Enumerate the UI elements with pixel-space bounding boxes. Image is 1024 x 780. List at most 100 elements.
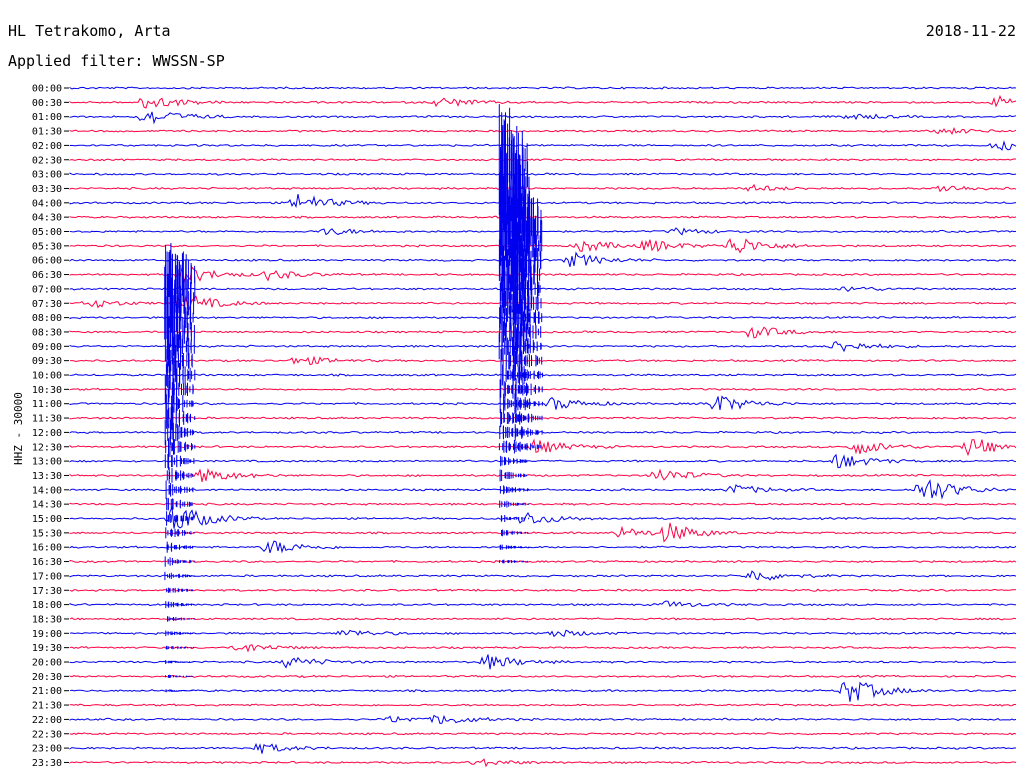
time-tick-label: 17:00 — [32, 571, 62, 582]
trace-line — [69, 140, 1017, 151]
trace-line — [69, 681, 1017, 702]
trace-line — [69, 326, 1017, 339]
time-tick-label: 08:00 — [32, 313, 62, 324]
time-tick-label: 18:00 — [32, 600, 62, 611]
time-tick-label: 05:30 — [32, 241, 62, 252]
time-tick-label: 12:30 — [32, 442, 62, 453]
time-tick-label: 10:00 — [32, 371, 62, 382]
time-tick-label: 17:30 — [32, 586, 62, 597]
trace-line — [69, 86, 1017, 90]
time-tick-label: 09:30 — [32, 356, 62, 367]
trace-line — [69, 94, 1017, 109]
time-tick-label: 14:30 — [32, 500, 62, 511]
date-label: 2018-11-22 — [925, 22, 1016, 40]
time-tick-label: 19:30 — [32, 643, 62, 654]
time-tick-label: 20:30 — [32, 672, 62, 683]
trace-line — [69, 502, 1017, 506]
trace-line — [69, 194, 1017, 209]
trace-line — [69, 479, 1017, 500]
time-tick-label: 19:00 — [32, 629, 62, 640]
time-tick-label: 06:30 — [32, 270, 62, 281]
time-tick-label: 23:00 — [32, 744, 62, 755]
trace-line — [69, 395, 1017, 411]
time-tick-label: 11:00 — [32, 399, 62, 410]
time-tick-label: 23:30 — [32, 758, 62, 769]
trace-line — [69, 266, 1017, 284]
earthquake-burst — [498, 104, 530, 564]
time-tick-label: 14:00 — [32, 485, 62, 496]
trace-line — [69, 600, 1016, 607]
station-title: HL Tetrakomo, Arta — [8, 22, 171, 40]
earthquake-burst — [512, 173, 543, 454]
trace-line — [69, 183, 1017, 193]
time-tick-label: 00:30 — [32, 98, 62, 109]
time-tick-label: 22:00 — [32, 715, 62, 726]
trace-line — [69, 758, 1017, 768]
trace-line — [69, 215, 1017, 219]
trace-line — [69, 373, 1017, 377]
time-tick-label: 04:00 — [32, 198, 62, 209]
trace-line — [69, 126, 1017, 136]
time-tick-label: 03:00 — [32, 170, 62, 181]
time-tick-label: 16:30 — [32, 557, 62, 568]
earthquake-burst — [164, 243, 196, 693]
trace-line — [69, 703, 1017, 707]
trace-line — [69, 732, 1017, 736]
time-tick-label: 00:00 — [32, 84, 62, 95]
trace-line — [69, 438, 1017, 457]
trace-line — [69, 251, 1017, 267]
trace-line — [69, 570, 1017, 581]
time-tick-label: 03:30 — [32, 184, 62, 195]
time-tick-label: 11:30 — [32, 414, 62, 425]
time-tick-label: 10:30 — [32, 385, 62, 396]
trace-line — [70, 355, 1017, 366]
time-tick-label: 18:30 — [32, 614, 62, 625]
trace-line — [69, 540, 1017, 554]
time-tick-label: 13:00 — [32, 457, 62, 468]
time-tick-label: 15:30 — [32, 528, 62, 539]
trace-line — [69, 294, 1017, 312]
time-tick-label: 13:30 — [32, 471, 62, 482]
time-tick-label: 22:30 — [32, 729, 62, 740]
time-tick-label: 05:00 — [32, 227, 62, 238]
trace-line — [69, 505, 1016, 529]
time-tick-label: 15:00 — [32, 514, 62, 525]
trace-line — [69, 286, 1017, 292]
time-tick-label: 08:30 — [32, 327, 62, 338]
time-tick-label: 04:30 — [32, 213, 62, 224]
trace-line — [69, 588, 1017, 592]
trace-line — [69, 387, 1017, 391]
time-tick-label: 12:00 — [32, 428, 62, 439]
trace-line — [69, 644, 1017, 653]
trace-line — [69, 654, 1016, 670]
trace-line — [69, 316, 1017, 320]
time-tick-label: 07:00 — [32, 284, 62, 295]
trace-line — [69, 340, 1017, 353]
time-tick-label: 21:00 — [32, 686, 62, 697]
trace-line — [69, 617, 1017, 621]
trace-line — [69, 522, 1017, 543]
time-tick-label: 01:00 — [32, 112, 62, 123]
trace-line — [69, 416, 1017, 420]
trace-line — [69, 453, 1017, 469]
time-tick-label: 09:00 — [32, 342, 62, 353]
time-tick-label: 02:30 — [32, 155, 62, 166]
trace-line — [69, 714, 1017, 724]
trace-line — [69, 430, 1017, 435]
trace-line — [69, 742, 1016, 754]
time-tick-label: 02:00 — [32, 141, 62, 152]
time-tick-label: 21:30 — [32, 701, 62, 712]
time-tick-label: 07:30 — [32, 299, 62, 310]
time-tick-label: 01:30 — [32, 127, 62, 138]
trace-line — [69, 674, 1017, 678]
trace-line — [69, 629, 1017, 638]
time-tick-label: 06:00 — [32, 256, 62, 267]
trace-line — [69, 238, 1017, 254]
trace-line — [69, 111, 1017, 125]
trace-line — [69, 227, 1017, 236]
trace-line — [69, 467, 1017, 483]
trace-line — [69, 158, 1017, 162]
time-tick-label: 20:00 — [32, 658, 62, 669]
time-tick-label: 16:00 — [32, 543, 62, 554]
